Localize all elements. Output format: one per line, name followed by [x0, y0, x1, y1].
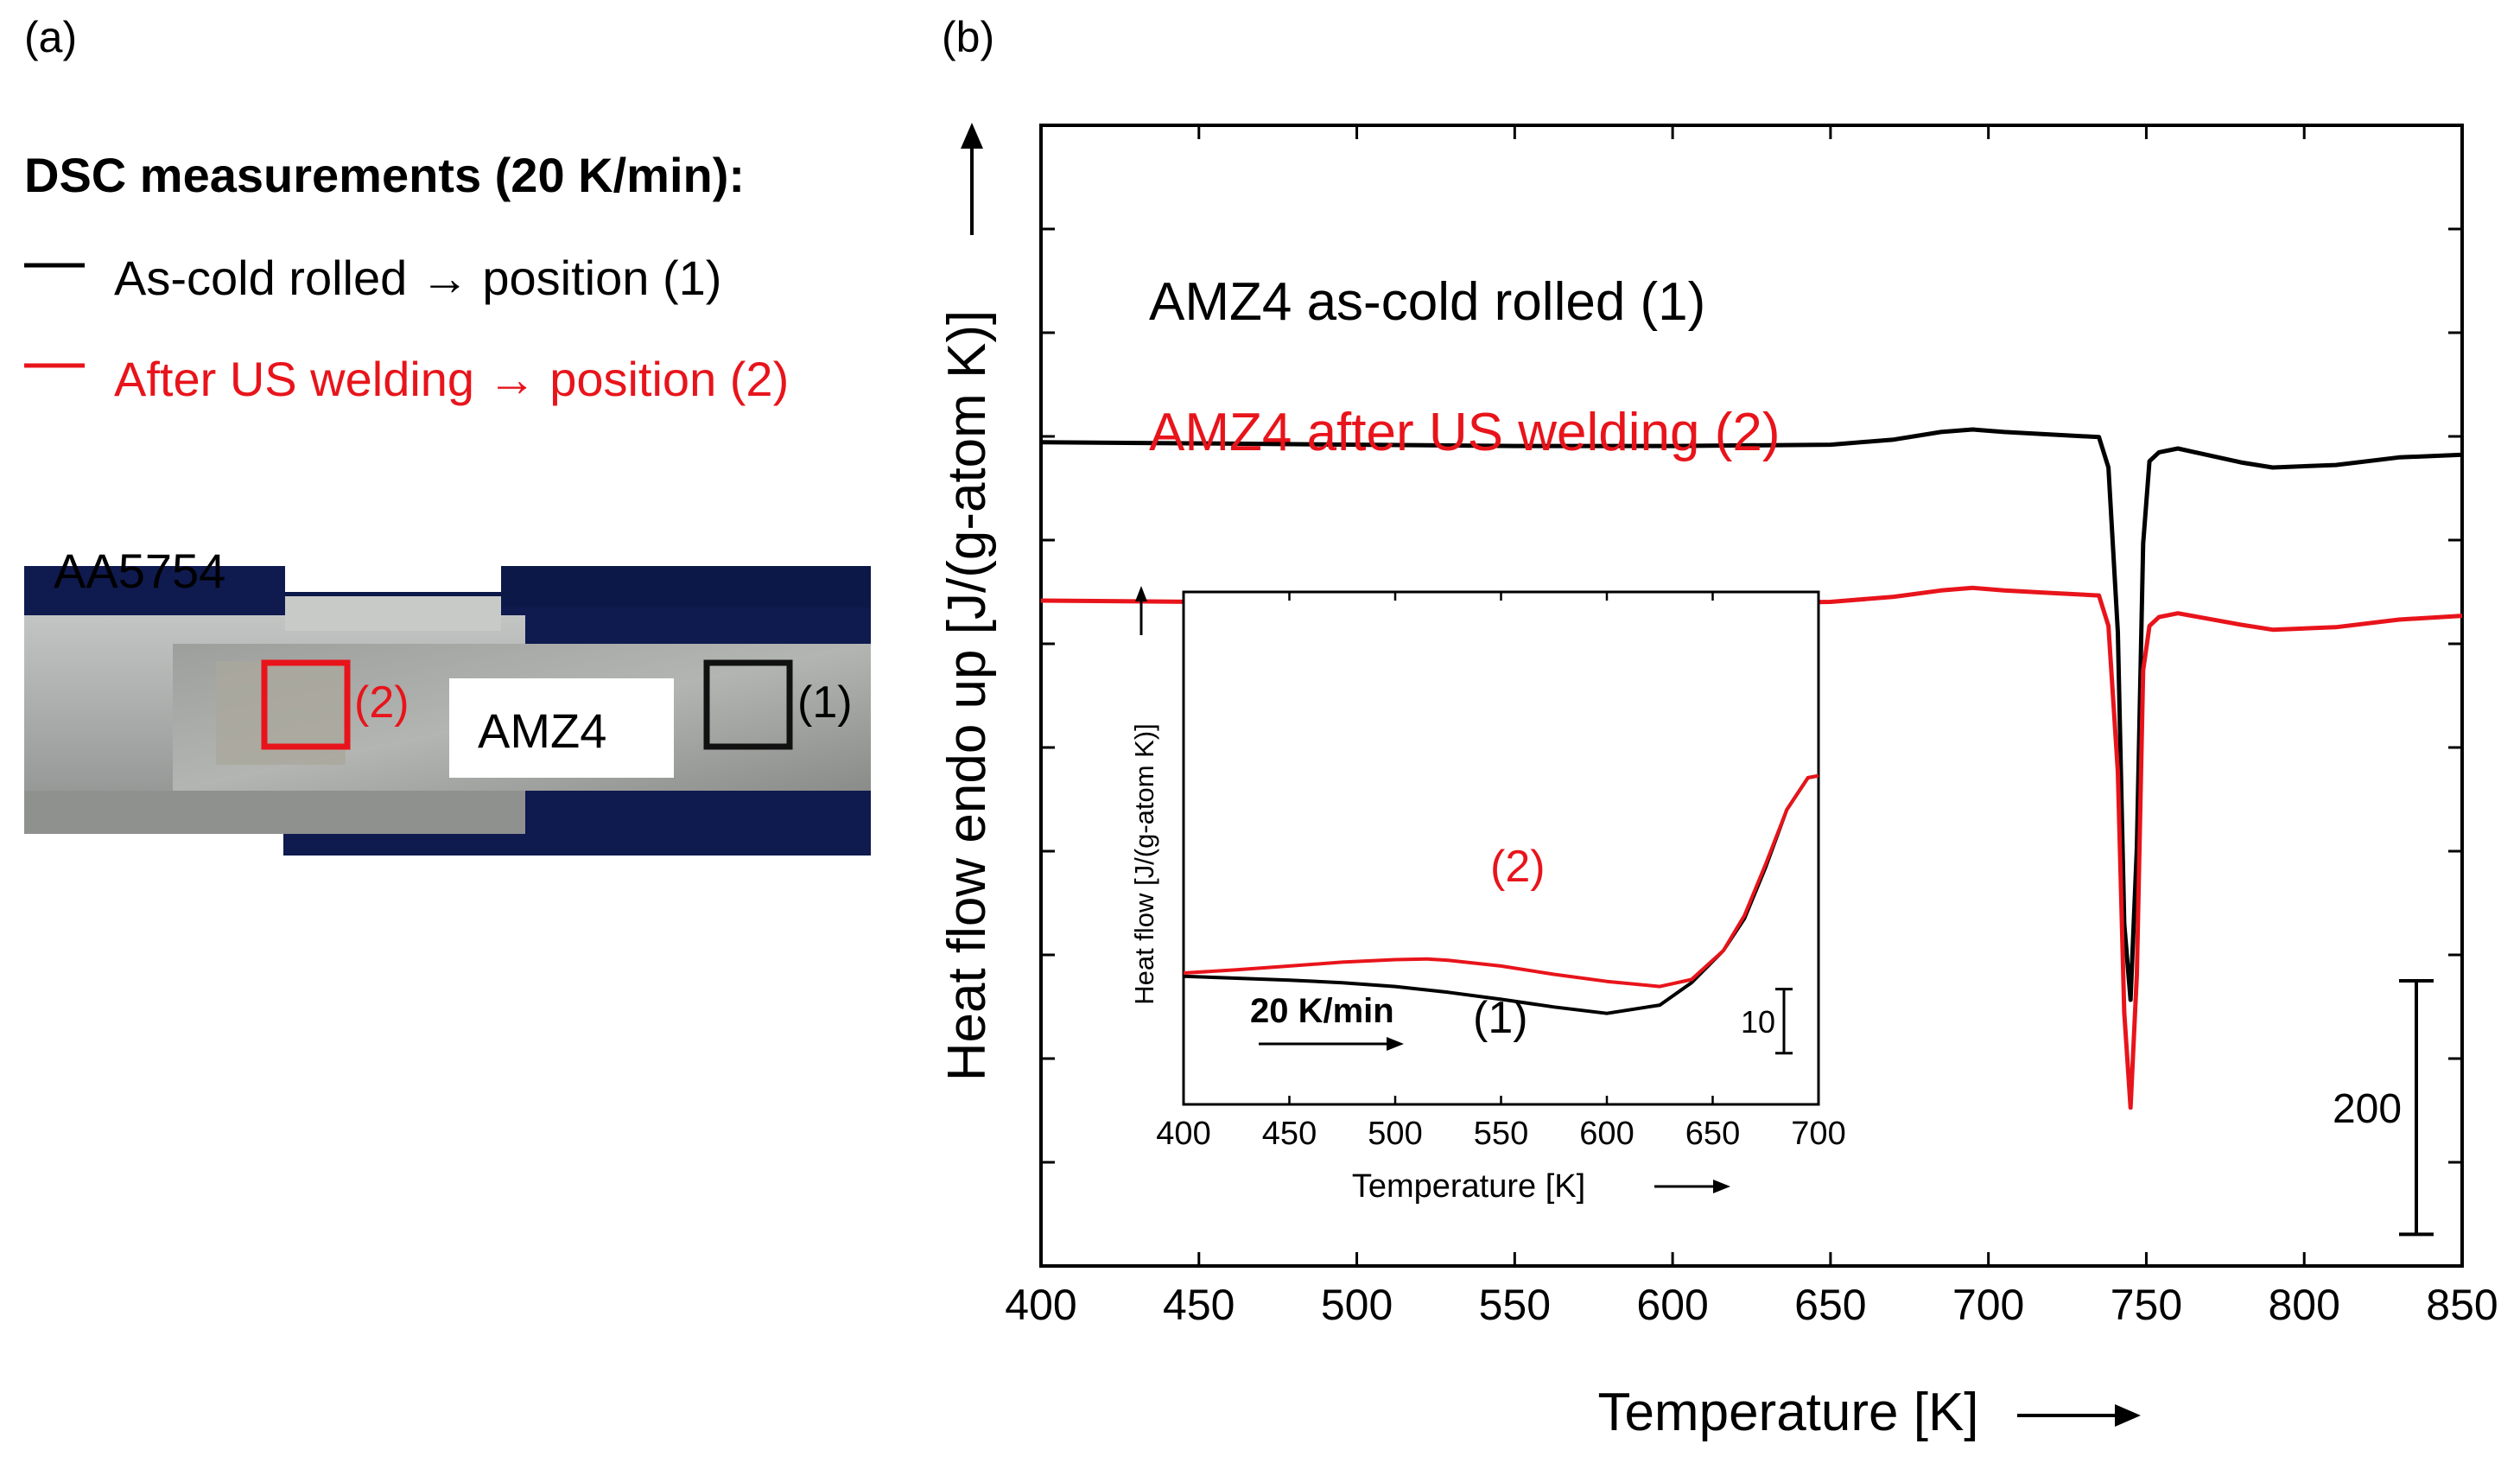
x-tick-label: 550 — [1474, 1116, 1528, 1152]
series-label-cold-rolled: AMZ4 as-cold rolled (1) — [1149, 272, 1705, 332]
sample-photo: AA5754 AMZ4 (2) (1) — [24, 544, 871, 856]
x-tick-label: 850 — [2426, 1281, 2498, 1329]
inset-y-arrow-head — [1135, 586, 1147, 601]
legend-label-cold-rolled: As-cold rolled → position (1) — [114, 251, 721, 305]
panel-a-label: (a) — [24, 13, 77, 61]
main-x-arrow-head — [2115, 1404, 2141, 1427]
inset-curve-label-1: (1) — [1473, 993, 1528, 1043]
x-tick-label: 550 — [1479, 1281, 1551, 1329]
inset-x-axis-label: Temperature [K] — [1352, 1168, 1585, 1205]
x-tick-label: 650 — [1794, 1281, 1866, 1329]
legend-label-us-welding: After US welding → position (2) — [114, 352, 789, 406]
x-tick-label: 650 — [1685, 1116, 1740, 1152]
x-tick-label: 700 — [1952, 1281, 2024, 1329]
inset-rate-arrow-head — [1387, 1037, 1404, 1051]
inset-rate-label: 20 K/min — [1250, 992, 1394, 1030]
x-tick-label: 400 — [1005, 1281, 1076, 1329]
position-1-box — [703, 659, 793, 750]
x-tick-label: 600 — [1579, 1116, 1634, 1152]
x-tick-label: 600 — [1636, 1281, 1708, 1329]
photo-label-amz4: AMZ4 — [478, 703, 606, 758]
series-label-us-welding: AMZ4 after US welding (2) — [1149, 403, 1780, 462]
x-tick-label: 500 — [1321, 1281, 1393, 1329]
x-tick-label: 450 — [1262, 1116, 1317, 1152]
inset-curve-label-2: (2) — [1490, 842, 1546, 892]
main-dsc-chart: 400 450 500 550 600 650 700 750 800 850 Temperatu… — [937, 123, 2498, 1442]
main-y-arrow-head — [961, 123, 983, 149]
dsc-heading: DSC measurements (20 K/min): — [24, 148, 745, 202]
photo-label-aa5754: AA5754 — [54, 544, 225, 598]
x-tick-label: 400 — [1156, 1116, 1210, 1152]
photo-label-pos2: (2) — [354, 677, 409, 728]
inset-scale-bar: 10 — [1741, 988, 1793, 1055]
inset-x-arrow-head — [1713, 1180, 1730, 1193]
series-line-1 — [1040, 427, 2463, 1002]
inset-scale-bar-label: 10 — [1741, 1004, 1775, 1040]
series-line-2 — [1183, 773, 1819, 989]
x-tick-label: 450 — [1163, 1281, 1235, 1329]
panel-b-label: (b) — [942, 13, 994, 61]
x-tick-label: 700 — [1791, 1116, 1845, 1152]
inset-y-axis-label: Heat flow [J/(g-atom K)] — [1129, 723, 1159, 1005]
main-scale-bar-label: 200 — [2333, 1086, 2402, 1132]
position-2-box — [261, 659, 351, 750]
inset-dsc-chart: 400 450 500 550 600 650 700 Temperature [K] He… — [1129, 586, 1846, 1205]
main-y-axis-label: Heat flow endo up [J/(g-atom K)] — [937, 310, 997, 1082]
x-tick-label: 800 — [2269, 1281, 2340, 1329]
main-plot-frame — [1039, 124, 2464, 1268]
x-tick-label: 750 — [2111, 1281, 2182, 1329]
x-tick-label: 500 — [1368, 1116, 1422, 1152]
main-scale-bar: 200 — [2333, 979, 2434, 1237]
main-x-axis-label: Temperature [K] — [1597, 1383, 1978, 1442]
photo-label-pos1: (1) — [797, 677, 853, 728]
